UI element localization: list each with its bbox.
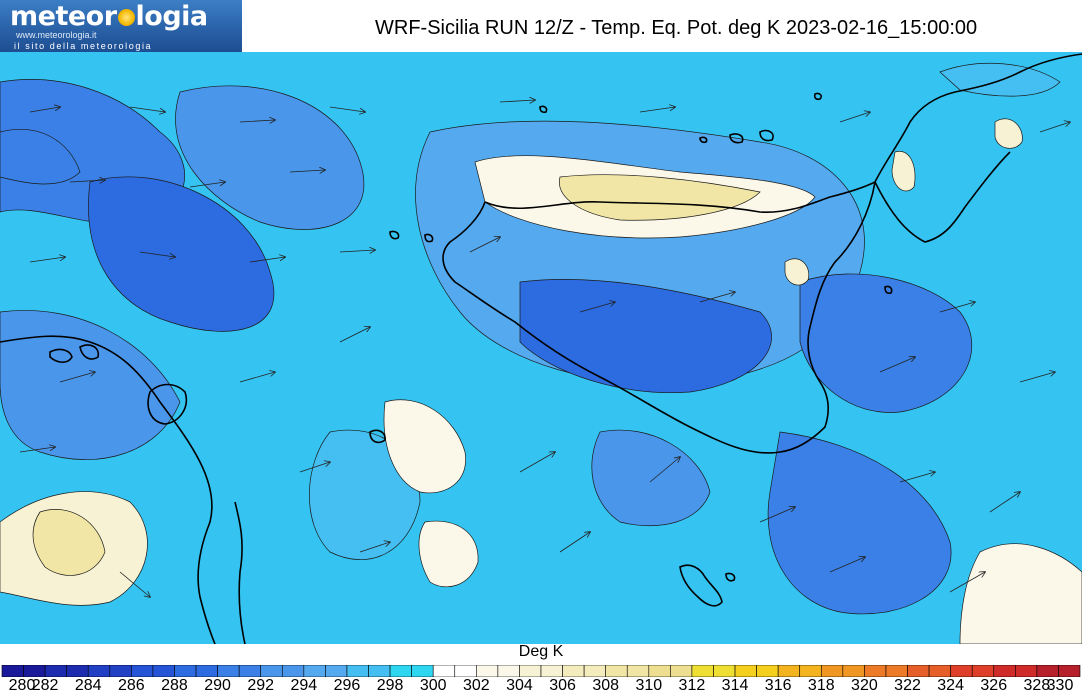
colorbar-tick-label: 320 (851, 677, 878, 694)
colorbar-segment (713, 665, 736, 677)
colorbar-segment (950, 665, 973, 677)
logo-word-left: meteor (10, 1, 117, 32)
colorbar-tick-label: 328 (1023, 677, 1051, 694)
colorbar-segment (432, 665, 456, 677)
colorbar-tick-label: 280 (8, 677, 36, 694)
wind-vectors (19, 100, 1070, 597)
colorbar-label: Deg K (518, 643, 564, 660)
colorbar-segment (23, 665, 46, 677)
colorbar-segment (820, 665, 844, 677)
colorbar-tick-label: 322 (894, 677, 921, 694)
colorbar-segment (368, 665, 391, 677)
colorbar-tick-label: 326 (980, 677, 1008, 694)
colorbar-segment (87, 665, 111, 677)
colorbar-segment (626, 665, 650, 677)
colorbar-segment (109, 665, 132, 677)
colorbar-segment (389, 665, 412, 677)
colorbar-segment (44, 665, 67, 677)
colorbar-tick-label: 324 (937, 677, 964, 694)
colorbar-segment (325, 665, 348, 677)
colorbar-segment (562, 665, 585, 677)
colorbar-segment (907, 665, 930, 677)
colorbar-tick-label: 310 (635, 677, 663, 694)
temperature-field (0, 62, 1082, 644)
colorbar-tick-label: 314 (721, 677, 749, 694)
colorbar-segment (691, 665, 714, 677)
colorbar-segment (648, 665, 671, 677)
colorbar-tick-label: 294 (290, 677, 318, 694)
colorbar-tick-label: 298 (376, 677, 404, 694)
colorbar-tick-label: 318 (807, 677, 835, 694)
colorbar-segment (605, 665, 628, 677)
map-title: WRF-Sicilia RUN 12/Z - Temp. Eq. Pot. de… (375, 17, 978, 39)
colorbar-tick-label: 282 (31, 677, 59, 694)
colorbar-tick-label: 292 (247, 677, 275, 694)
colorbar-segment (476, 665, 499, 677)
colorbar-tick-label: 288 (161, 677, 188, 694)
colorbar-tick-label: 330 (1046, 677, 1074, 694)
colorbar-segment (238, 665, 262, 677)
colorbar-tick-label: 312 (678, 677, 706, 694)
colorbar-segment (66, 665, 89, 677)
colorbar-segment (864, 665, 887, 677)
colorbar-segment (281, 665, 305, 677)
logo-tagline: il sito della meteorologia (14, 41, 153, 51)
sun-icon (117, 9, 135, 26)
colorbar-tick-label: 302 (462, 677, 490, 694)
colorbar-tick-label: 284 (74, 677, 102, 694)
colorbar-tick-label: 286 (118, 677, 145, 694)
colorbar-segment (260, 665, 283, 677)
logo-word-right: logia (135, 1, 209, 32)
colorbar-segment (928, 665, 951, 677)
colorbar-tick-label: 306 (549, 677, 576, 694)
colorbar-segment (411, 665, 434, 677)
colorbar-segment (734, 665, 757, 677)
colorbar-segment (519, 665, 542, 677)
colorbar-tick-label: 300 (419, 677, 447, 694)
coastline (0, 53, 1082, 644)
colorbar-segment (799, 665, 822, 677)
colorbar-segment (1036, 665, 1059, 677)
colorbar-segment (1, 665, 24, 677)
colorbar-segment (842, 665, 865, 677)
colorbar-segment (1015, 665, 1038, 677)
colorbar-ticks: 280 282 284 286 288 290 292 294 296 298 300 302 304 3… (0, 677, 1082, 695)
colorbar-segment (303, 665, 326, 677)
colorbar-segment (346, 665, 369, 677)
colorbar-tick-label: 296 (333, 677, 361, 694)
colorbar-segment (777, 665, 801, 677)
colorbar-segment (454, 665, 477, 677)
colorbar-tick-label: 304 (506, 677, 533, 694)
colorbar-tick-label: 316 (764, 677, 792, 694)
meteorologia-logo[interactable]: meteor logia www.meteorologia.it il sito … (0, 0, 242, 52)
weather-map (0, 52, 1082, 644)
colorbar-segment (497, 665, 520, 677)
colorbar-segment (174, 665, 197, 677)
colorbar-segment (131, 665, 154, 677)
colorbar-segment (1058, 665, 1081, 677)
logo-url: www.meteorologia.it (16, 30, 97, 40)
colorbar-tick-label: 290 (204, 677, 231, 694)
colorbar-segment (152, 665, 175, 677)
colorbar-segment (993, 665, 1016, 677)
colorbar-segment (195, 665, 218, 677)
colorbar-segment (670, 665, 693, 677)
logo-wordmark: meteor logia (10, 1, 208, 33)
colorbar-segment (540, 665, 563, 677)
colorbar-segment (756, 665, 779, 677)
colorbar-segment (971, 665, 995, 677)
colorbar-segment (217, 665, 240, 677)
colorbar-tick-label: 308 (592, 677, 620, 694)
colorbar-segment (583, 665, 606, 677)
colorbar-segment (885, 665, 908, 677)
colorbar (1, 665, 1081, 677)
